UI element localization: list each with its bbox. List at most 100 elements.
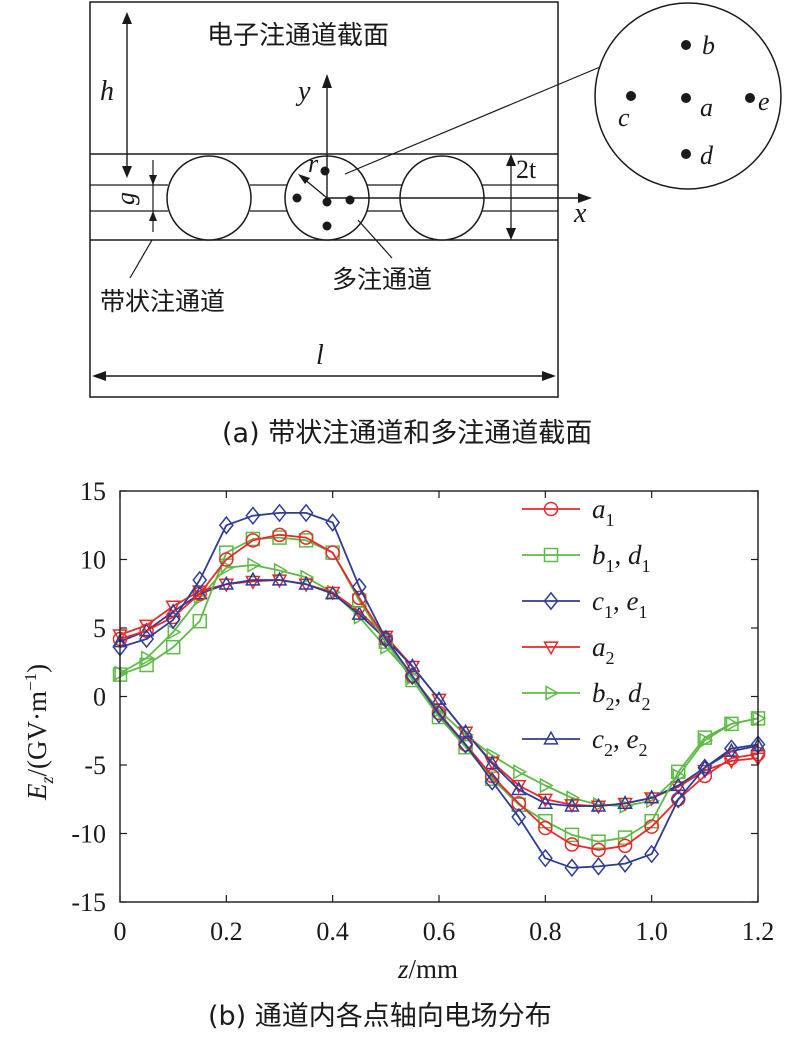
point-b-small	[320, 166, 330, 176]
beam-circle-left	[166, 155, 252, 241]
data-point	[458, 735, 474, 754]
r-radius-arrow	[298, 174, 310, 184]
caption-b: (b) 通道内各点轴向电场分布	[208, 1001, 552, 1032]
data-point	[591, 842, 606, 858]
y-axis-arrow	[322, 74, 332, 88]
l-arrow-right	[542, 371, 556, 381]
data-point	[351, 605, 368, 620]
y-axis-title-var: E	[22, 783, 52, 801]
legend-marker	[543, 641, 559, 656]
legend-label-part: e	[626, 724, 638, 754]
x-axis-label: x	[573, 198, 587, 229]
data-point	[405, 672, 420, 688]
legend-marker	[545, 685, 560, 701]
point-c-small	[292, 193, 302, 203]
x-axis-title-unit: /mm	[409, 954, 459, 984]
y-axis-title-sup: −1	[21, 673, 40, 691]
zoom-label-d: d	[700, 141, 714, 170]
legend-label-part: ,	[615, 540, 629, 570]
data-point	[513, 764, 528, 780]
data-point	[591, 857, 606, 876]
legend-label-part: 2	[604, 740, 613, 760]
data-point	[139, 623, 154, 638]
y-axis-title: Ez/(GV·m−1)	[21, 664, 57, 801]
caption-b-text: (b) 通道内各点轴向电场分布	[208, 1001, 552, 1032]
data-point	[325, 513, 341, 532]
zoom-point-c	[626, 91, 636, 101]
legend-label-part: ,	[613, 724, 627, 754]
legend-label-part: 1	[604, 602, 613, 622]
legend-label-part: 1	[638, 602, 647, 622]
x-axis-title-var: z	[397, 954, 409, 984]
data-point	[484, 772, 500, 791]
legend-label: a2	[592, 632, 615, 668]
zoom-leader-line	[344, 61, 613, 175]
cross-section-diagram: 电子注通道截面 h g y x	[89, 1, 782, 398]
data-point	[298, 575, 314, 590]
g-label: g	[111, 192, 140, 205]
zoom-label-a: a	[700, 93, 713, 122]
data-point	[167, 624, 182, 640]
y-tick-label: 10	[80, 546, 106, 575]
2t-label-text: 2t	[516, 155, 537, 184]
data-point	[644, 819, 659, 834]
legend-label-part: 2	[642, 694, 651, 714]
data-point	[537, 794, 554, 809]
legend-label: c1, e1	[592, 586, 647, 622]
y-axis-title-unit: /(GV·m	[22, 691, 52, 776]
data-point	[404, 660, 421, 675]
data-point	[724, 750, 739, 766]
zoom-label-e: e	[758, 87, 770, 116]
data-point	[218, 515, 234, 535]
data-point	[431, 704, 447, 724]
data-point	[511, 807, 527, 827]
x-axis-arrow	[578, 193, 592, 203]
point-e-small	[345, 195, 355, 205]
point-d-small	[322, 221, 332, 231]
data-point	[617, 830, 633, 845]
legend-label-part: 2	[606, 694, 615, 714]
chart-series	[112, 503, 767, 878]
legend-label-part: 1	[606, 510, 615, 530]
data-point	[564, 827, 580, 843]
x-tick-label: 0.8	[529, 917, 562, 946]
multi-beam-label: 多注通道	[332, 265, 432, 294]
data-point	[590, 800, 607, 815]
data-point	[617, 838, 633, 854]
legend-label: b1, d1	[592, 540, 651, 576]
legend-label-part: 1	[606, 556, 615, 576]
y-tick-label: 0	[93, 683, 106, 712]
x-axis-title: z/mm	[397, 954, 458, 984]
data-point	[617, 794, 633, 809]
data-point	[165, 639, 181, 655]
series-line	[119, 579, 759, 807]
series-c2-e2	[112, 571, 766, 812]
data-point	[697, 730, 713, 745]
data-point	[539, 777, 554, 794]
diagram-title: 电子注通道截面	[207, 21, 389, 51]
data-point	[219, 552, 234, 567]
legend-label-part: b	[592, 540, 606, 570]
series-line	[119, 564, 759, 807]
x-tick-label: 0.4	[316, 917, 349, 946]
data-point	[247, 557, 262, 573]
legend-label-part: d	[628, 540, 642, 570]
zoom-point-d	[681, 149, 691, 159]
data-point	[272, 503, 287, 523]
data-point	[564, 858, 580, 878]
y-axis-title-sub: z	[37, 776, 57, 784]
data-point	[752, 710, 767, 727]
legend-label-part: b	[592, 678, 606, 708]
2t-arrow-top	[506, 154, 516, 166]
h-label: h	[100, 76, 114, 107]
plot-frame	[119, 490, 759, 903]
data-point	[325, 545, 340, 560]
legend-label-part: 1	[642, 556, 651, 576]
data-point	[245, 575, 261, 590]
x-tick-label: 1.0	[635, 917, 668, 946]
data-point	[298, 530, 314, 545]
legend-label-part: e	[626, 586, 638, 616]
caption-a: (a) 带状注通道和多注通道截面	[222, 418, 592, 449]
zoom-point-a	[681, 93, 691, 103]
data-point	[138, 619, 155, 634]
